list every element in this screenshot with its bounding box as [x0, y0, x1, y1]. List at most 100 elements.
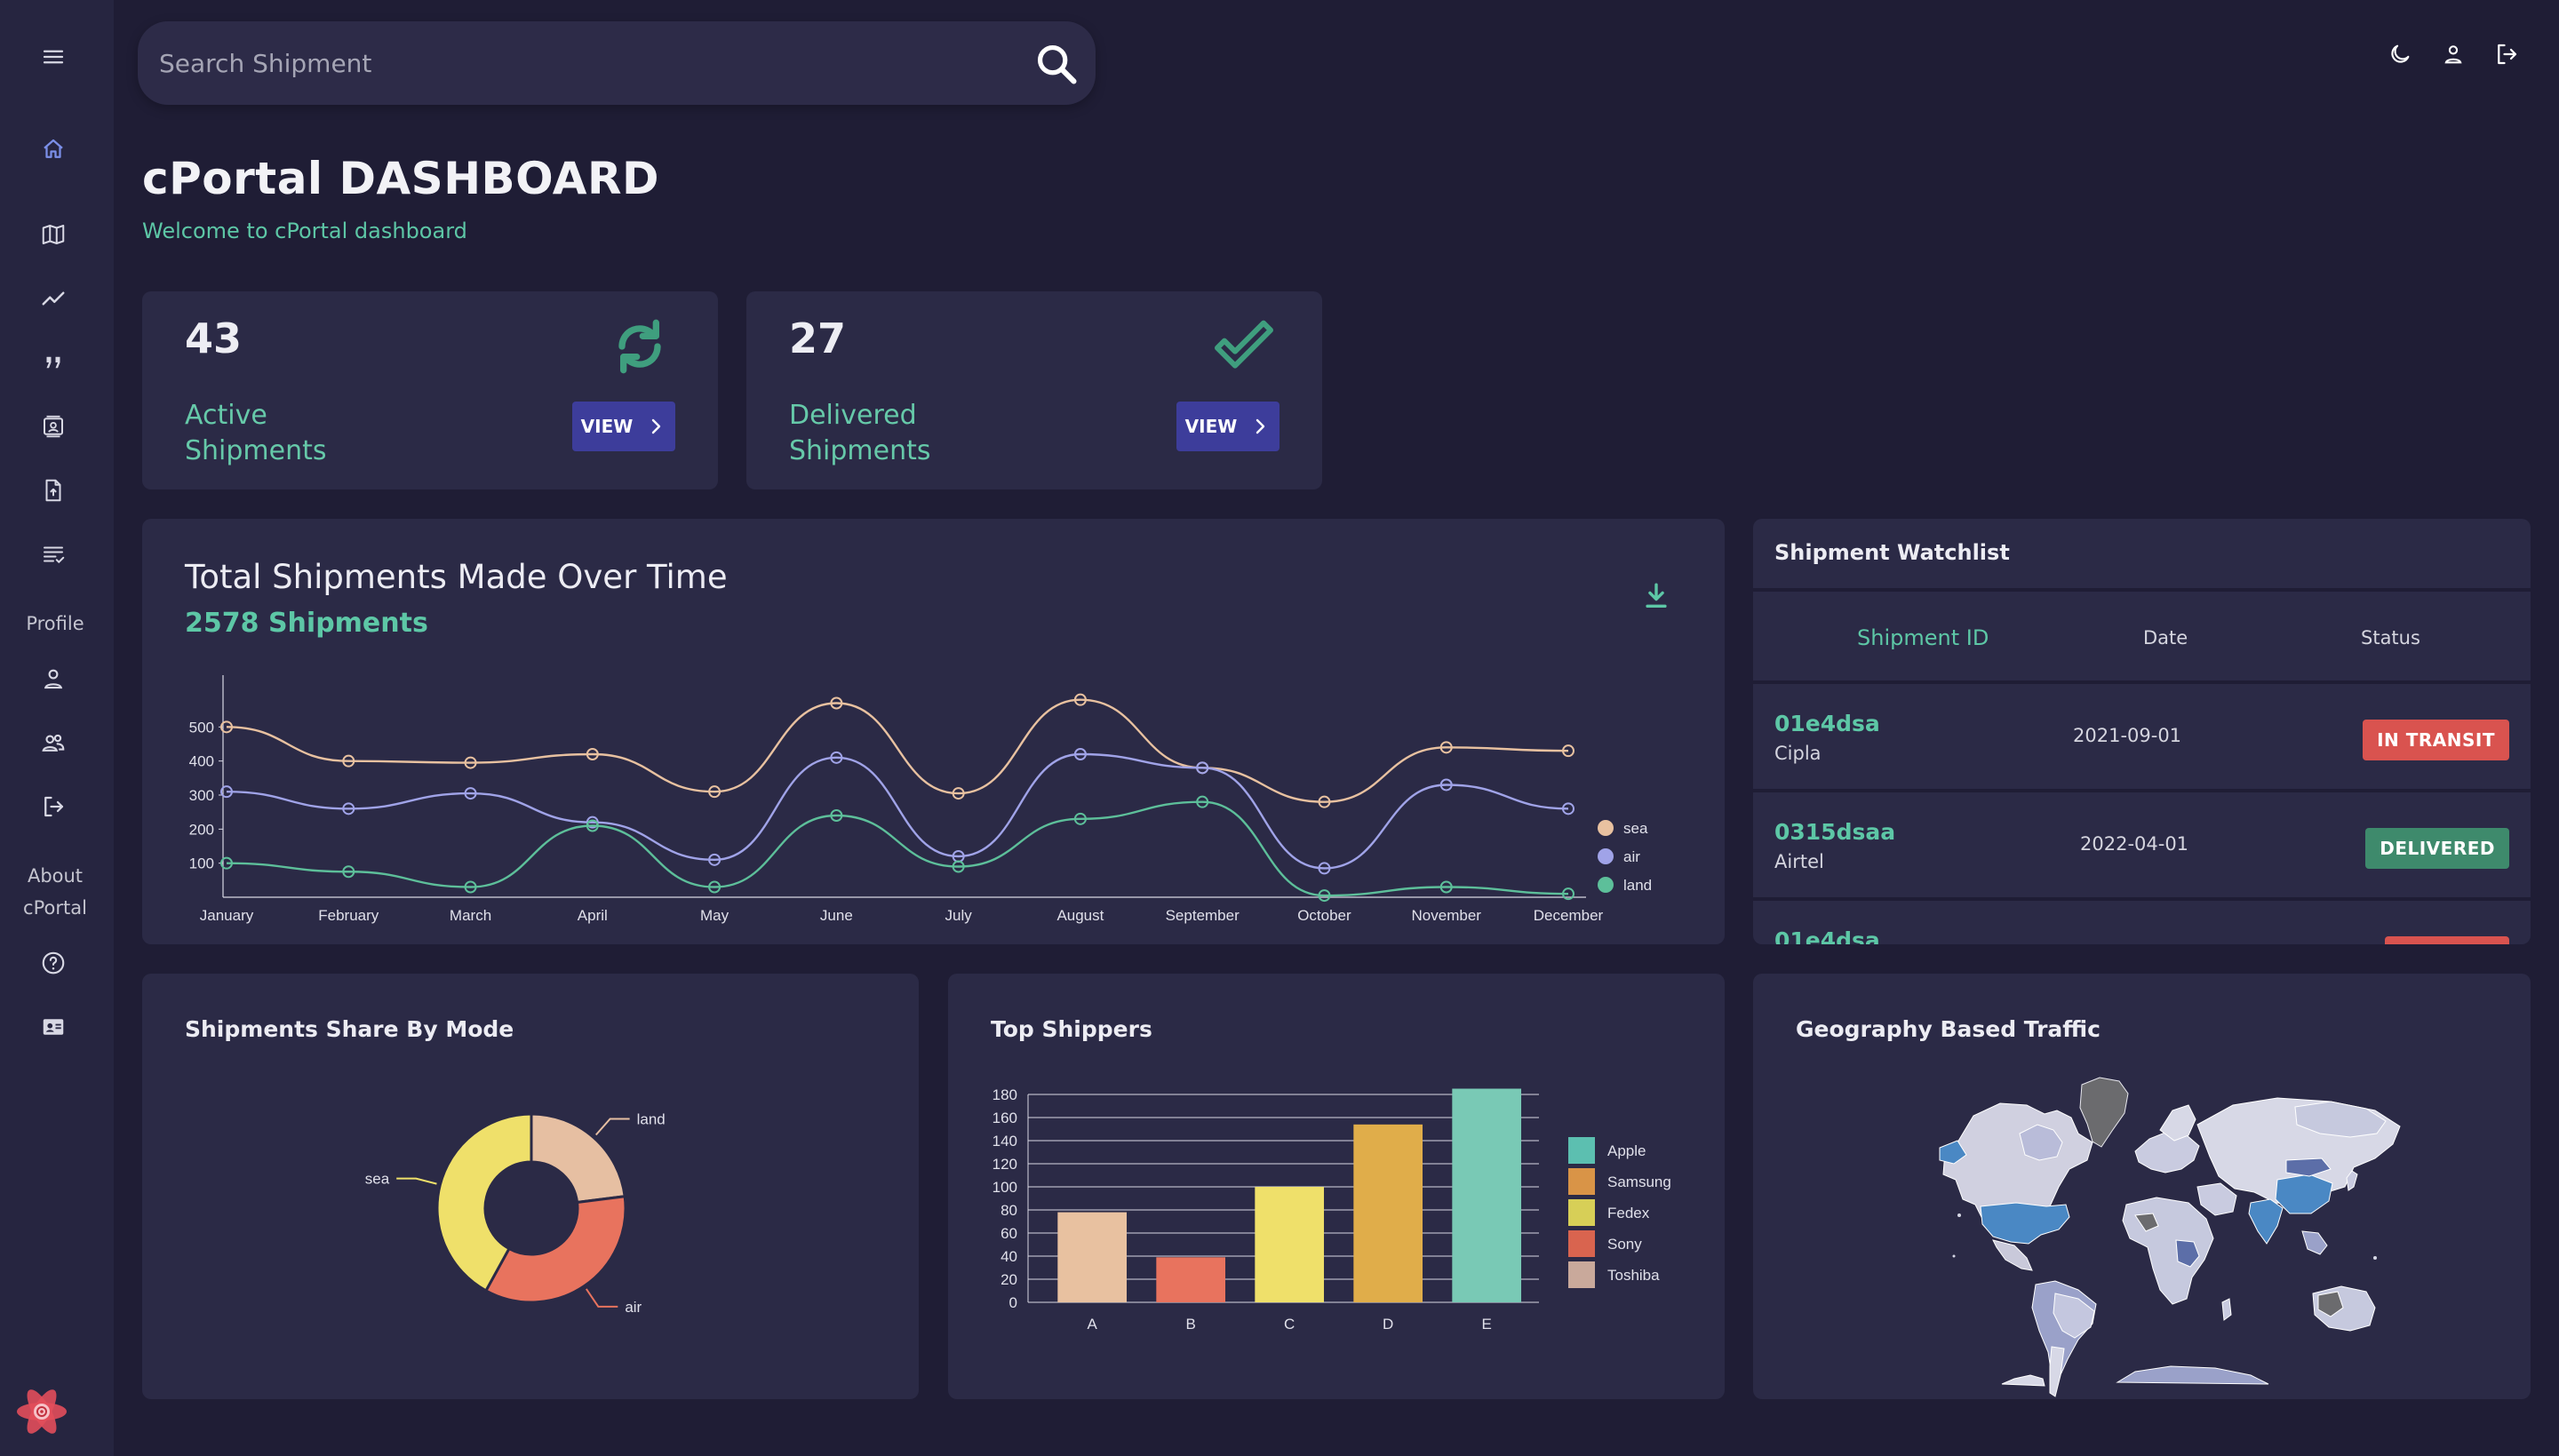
people-icon[interactable]	[36, 725, 71, 760]
data-point-air	[220, 785, 233, 799]
data-point-land	[1073, 812, 1087, 825]
y-tick-label: 60	[1000, 1225, 1017, 1242]
map-region-alaska	[1939, 1140, 1967, 1165]
data-point-land	[1196, 795, 1209, 808]
bar-B	[1156, 1257, 1226, 1302]
status-badge	[2385, 936, 2509, 944]
donut-slice-air	[483, 1195, 627, 1304]
shipments-over-time-card: Total Shipments Made Over Time 2578 Ship…	[142, 519, 1725, 944]
x-tick-label: May	[700, 907, 729, 924]
logout-icon[interactable]	[36, 789, 71, 824]
person-icon[interactable]	[36, 661, 71, 696]
shipment-id[interactable]: 01e4dsa	[1774, 927, 1880, 944]
x-tick-label: April	[578, 907, 608, 924]
shipment-date: 2022-04-01	[2080, 833, 2189, 855]
map-region-china	[2275, 1174, 2333, 1214]
dark-mode-icon[interactable]	[2387, 41, 2413, 68]
table-row[interactable]: 0315dsaa Airtel 2022-04-01 DELIVERED	[1753, 796, 2531, 901]
y-tick-label: 40	[1000, 1248, 1017, 1265]
data-point-sea	[586, 748, 599, 760]
table-row[interactable]: 01e4dsa Cipla 2021-09-01 IN TRANSIT	[1753, 688, 2531, 792]
bar-E	[1452, 1088, 1522, 1302]
line-chart: 100 200 300 400 500 January February March April…	[189, 675, 1652, 924]
contacts-icon[interactable]	[36, 409, 71, 444]
table-row[interactable]: 01e4dsa	[1753, 904, 2531, 944]
x-tick-label: C	[1284, 1316, 1295, 1333]
map-region-africa-west	[2134, 1213, 2159, 1232]
logout-top-icon[interactable]	[2493, 41, 2520, 68]
shipment-id[interactable]: 01e4dsa	[1774, 711, 1880, 736]
view-delivered-shipments-button[interactable]: VIEW	[1176, 402, 1280, 451]
data-point-sea	[1073, 693, 1087, 706]
legend-label-Sony: Sony	[1607, 1236, 1642, 1253]
x-tick-label: July	[945, 907, 973, 924]
data-point-air	[1073, 748, 1087, 760]
watchlist-column-headers: Shipment ID Date Status	[1753, 595, 2531, 684]
column-header-shipment-id[interactable]: Shipment ID	[1857, 625, 1989, 650]
map-region-australia-west	[2317, 1291, 2344, 1317]
view-active-shipments-button[interactable]: VIEW	[572, 402, 675, 451]
x-tick-label: February	[318, 907, 379, 924]
data-point-sea	[1318, 795, 1331, 808]
quote-icon[interactable]	[36, 345, 71, 380]
data-point-sea	[1439, 741, 1453, 754]
help-icon[interactable]	[36, 945, 71, 981]
shipment-watchlist-card: Shipment Watchlist Shipment ID Date Stat…	[1753, 519, 2531, 944]
data-point-air	[1439, 778, 1453, 792]
geography-traffic-card: Geography Based Traffic	[1753, 974, 2531, 1399]
shipment-id[interactable]: 0315dsaa	[1774, 819, 1896, 845]
y-tick-label: 400	[189, 753, 214, 770]
map-region-japan	[2346, 1170, 2358, 1191]
x-tick-label: November	[1412, 907, 1482, 924]
refresh-icon	[604, 311, 675, 382]
download-icon[interactable]	[1641, 581, 1671, 611]
bar-chart-title: Top Shippers	[991, 1016, 1152, 1042]
delivered-shipments-label: Delivered Shipments	[789, 398, 931, 469]
data-point-land	[1318, 889, 1331, 903]
page-title: cPortal DASHBOARD	[142, 153, 660, 204]
list-icon[interactable]	[36, 537, 71, 572]
search-icon[interactable]	[1030, 37, 1083, 91]
legend-swatch-Fedex	[1568, 1199, 1595, 1226]
column-header-status[interactable]: Status	[2361, 627, 2420, 648]
top-toolbar	[2387, 41, 2520, 68]
data-point-air	[1196, 761, 1209, 775]
about-section-label-2: cPortal	[23, 897, 87, 919]
file-upload-icon[interactable]	[36, 473, 71, 508]
sidebar: Profile About cPortal	[0, 0, 114, 1456]
account-icon[interactable]	[2440, 41, 2467, 68]
shipment-company: Airtel	[1774, 851, 1824, 872]
home-icon[interactable]	[36, 131, 71, 167]
data-point-sea	[830, 696, 843, 710]
watchlist-header: Shipment Watchlist	[1753, 519, 2531, 592]
legend-label-Samsung: Samsung	[1607, 1174, 1671, 1190]
y-tick-label: 500	[189, 719, 214, 736]
map-region-southeast-asia	[2301, 1230, 2328, 1255]
search-input[interactable]	[159, 41, 994, 85]
donut-chart: land air sea	[365, 1110, 666, 1315]
x-tick-label: A	[1087, 1316, 1097, 1333]
x-tick-label: October	[1297, 907, 1351, 924]
legend-label-air: air	[1623, 848, 1640, 865]
search-bar	[138, 21, 1096, 105]
y-tick-label: 300	[189, 787, 214, 804]
menu-icon[interactable]	[36, 39, 71, 75]
x-tick-label: March	[450, 907, 491, 924]
x-tick-label: September	[1166, 907, 1240, 924]
y-tick-label: 20	[1000, 1271, 1017, 1288]
donut-leader-sea	[396, 1177, 437, 1185]
data-point-air	[586, 816, 599, 829]
y-tick-label: 80	[1000, 1202, 1017, 1219]
profile-section-label: Profile	[26, 613, 84, 634]
map-icon[interactable]	[36, 217, 71, 252]
shipments-by-mode-card: Shipments Share By Mode land air sea	[142, 974, 919, 1399]
trend-icon[interactable]	[36, 281, 71, 316]
geo-map-title: Geography Based Traffic	[1796, 1016, 2101, 1042]
column-header-date[interactable]: Date	[2143, 627, 2188, 648]
data-point-land	[220, 856, 233, 870]
chevron-right-icon	[1256, 418, 1265, 434]
donut-slice-land	[530, 1112, 626, 1205]
y-tick-label: 100	[993, 1179, 1017, 1196]
data-point-air	[464, 787, 477, 800]
contact-card-icon[interactable]	[36, 1009, 71, 1045]
